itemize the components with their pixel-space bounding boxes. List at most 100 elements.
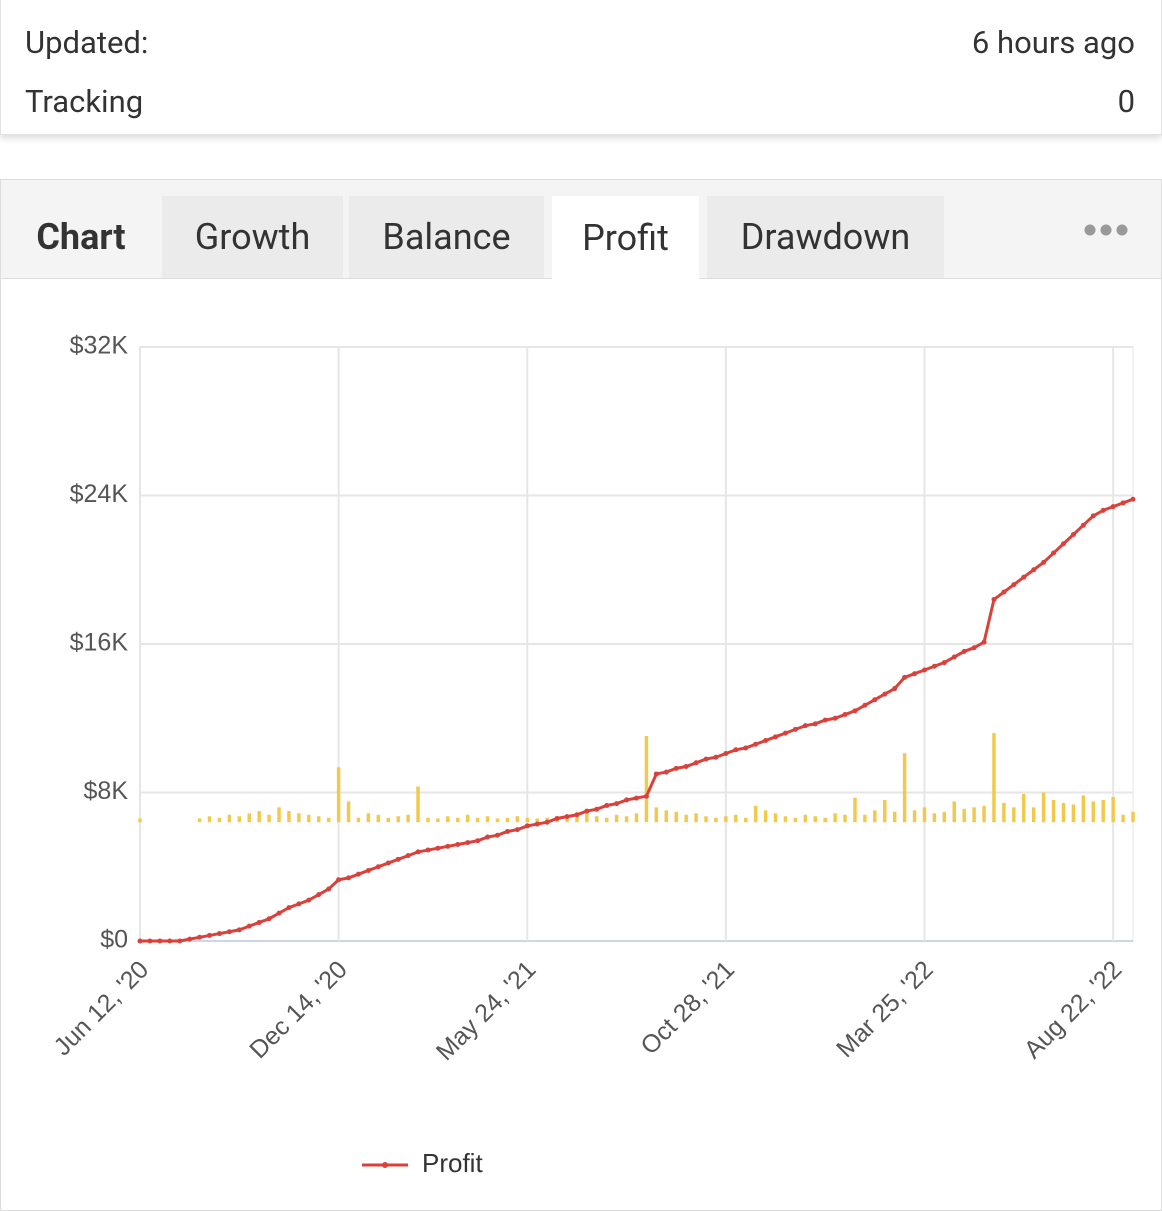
bar — [684, 814, 688, 823]
tab[interactable]: Drawdown — [707, 196, 944, 278]
bar — [336, 767, 341, 823]
tab[interactable]: Growth — [162, 196, 343, 278]
bar — [505, 817, 510, 823]
bar — [257, 811, 261, 823]
bar — [743, 817, 748, 823]
point — [1021, 574, 1027, 580]
point — [792, 726, 798, 732]
point — [693, 760, 699, 766]
bar — [972, 807, 976, 823]
bar — [1121, 814, 1125, 823]
point — [365, 867, 371, 873]
point — [1070, 531, 1076, 537]
point — [921, 667, 927, 673]
point — [207, 932, 213, 938]
point — [276, 910, 282, 916]
point — [673, 765, 679, 771]
bar — [217, 817, 222, 823]
bar — [823, 817, 827, 823]
bar — [843, 814, 847, 823]
bar — [773, 813, 778, 823]
point — [157, 938, 163, 944]
bar — [277, 807, 281, 823]
bar — [138, 818, 142, 823]
bar — [247, 813, 251, 823]
info-row: Tracking 0 — [25, 83, 1135, 120]
bar — [416, 786, 420, 823]
x-tick-label: Mar 25, '22 — [831, 955, 939, 1063]
bar — [783, 816, 788, 823]
point — [584, 808, 590, 814]
bar — [1111, 796, 1115, 823]
point — [812, 721, 818, 727]
point — [604, 802, 610, 808]
bar — [595, 816, 599, 823]
bar — [326, 817, 331, 823]
bar — [406, 814, 410, 823]
bar — [1081, 795, 1086, 823]
bar — [346, 801, 351, 823]
point — [981, 639, 987, 645]
point — [1041, 559, 1047, 565]
point — [663, 769, 669, 775]
legend-label: Profit — [422, 1148, 483, 1178]
point — [256, 919, 262, 925]
bar — [227, 814, 232, 823]
bar — [575, 814, 579, 823]
bar — [585, 813, 589, 823]
point — [912, 671, 918, 677]
point — [415, 849, 421, 855]
point — [1051, 550, 1057, 556]
point — [137, 938, 143, 944]
bar — [287, 811, 291, 823]
tab-bar: Chart Growth Balance Profit Drawdown — [1, 180, 1161, 279]
point — [733, 747, 739, 753]
bar — [724, 816, 728, 823]
bar — [1041, 792, 1046, 823]
point — [326, 886, 332, 892]
bar — [515, 816, 520, 823]
tab[interactable]: Profit — [552, 196, 699, 279]
point — [1031, 567, 1037, 573]
bar — [694, 813, 698, 823]
more-menu[interactable] — [1081, 220, 1131, 240]
bar — [1091, 801, 1096, 823]
tab-heading: Chart — [36, 216, 126, 258]
tab[interactable]: Balance — [349, 196, 544, 278]
bar — [525, 817, 530, 823]
point — [1130, 496, 1136, 502]
bar — [376, 814, 381, 823]
point — [167, 938, 173, 944]
point — [782, 730, 788, 736]
bar — [1051, 799, 1056, 823]
point — [1090, 513, 1096, 519]
point — [723, 751, 729, 757]
point — [534, 821, 540, 827]
bar — [207, 816, 212, 823]
bar — [356, 817, 361, 823]
bar — [1022, 793, 1026, 823]
info-row: Updated: 6 hours ago — [25, 24, 1135, 61]
point — [882, 691, 888, 697]
bar — [962, 808, 966, 823]
point — [822, 717, 828, 723]
bar — [952, 801, 956, 823]
bar — [982, 805, 986, 823]
bar — [1031, 807, 1036, 823]
bar — [386, 817, 390, 823]
point — [753, 741, 759, 747]
y-tick-label: $16K — [70, 629, 129, 657]
bar — [624, 816, 629, 823]
y-tick-label: $8K — [84, 777, 129, 805]
point — [743, 745, 749, 751]
point — [385, 860, 391, 866]
point — [435, 845, 441, 851]
bar — [863, 814, 867, 823]
bar — [763, 810, 768, 823]
bar — [644, 736, 649, 823]
point — [455, 841, 461, 847]
bar — [307, 814, 311, 823]
point — [802, 723, 808, 729]
point — [524, 823, 530, 829]
point — [941, 660, 947, 666]
